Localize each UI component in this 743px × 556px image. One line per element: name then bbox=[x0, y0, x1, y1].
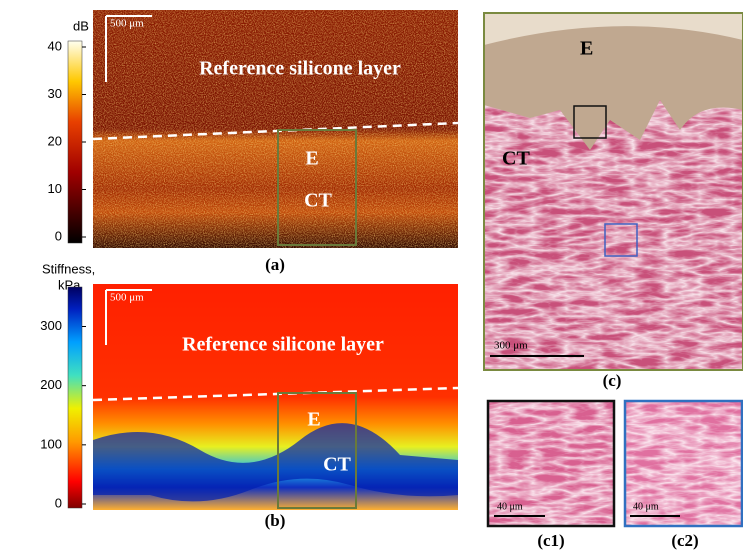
tick-label: 40 bbox=[48, 38, 62, 53]
speckle bbox=[93, 10, 458, 248]
tick-label: 10 bbox=[48, 181, 62, 196]
colorbar bbox=[68, 287, 82, 508]
tick-label: 30 bbox=[48, 86, 62, 101]
tick-label: 0 bbox=[55, 495, 62, 510]
scale-label: 40 μm bbox=[497, 501, 523, 512]
layer-label: Reference silicone layer bbox=[199, 58, 401, 80]
colorbar bbox=[68, 41, 82, 243]
panel-label: (b) bbox=[265, 511, 286, 530]
layer-label: CT bbox=[304, 190, 332, 212]
tick-label: 100 bbox=[40, 436, 62, 451]
tick-label: 20 bbox=[48, 133, 62, 148]
colorbar-label: Stiffness, bbox=[42, 261, 95, 276]
scale-label: 500 μm bbox=[110, 292, 144, 304]
layer-label: CT bbox=[323, 454, 351, 476]
panel-label: (c1) bbox=[537, 531, 564, 550]
panel-label: (c) bbox=[603, 371, 622, 390]
scale-label: 500 μm bbox=[110, 18, 144, 30]
layer-label: Reference silicone layer bbox=[182, 334, 384, 356]
layer-label: CT bbox=[502, 148, 530, 170]
scale-label: 40 μm bbox=[633, 501, 659, 512]
layer-label: E bbox=[307, 409, 320, 431]
tick-label: 0 bbox=[55, 228, 62, 243]
layer-label: E bbox=[305, 148, 318, 170]
tick-label: 200 bbox=[40, 377, 62, 392]
panel-label: (a) bbox=[265, 255, 285, 274]
panel-label: (c2) bbox=[671, 531, 698, 550]
scale-label: 300 μm bbox=[494, 340, 528, 352]
tick-label: 300 bbox=[40, 318, 62, 333]
layer-label: E bbox=[580, 38, 593, 60]
colorbar-label: dB bbox=[73, 18, 89, 33]
figure: 500 μm Reference silicone layer E CT (a)… bbox=[0, 0, 743, 556]
